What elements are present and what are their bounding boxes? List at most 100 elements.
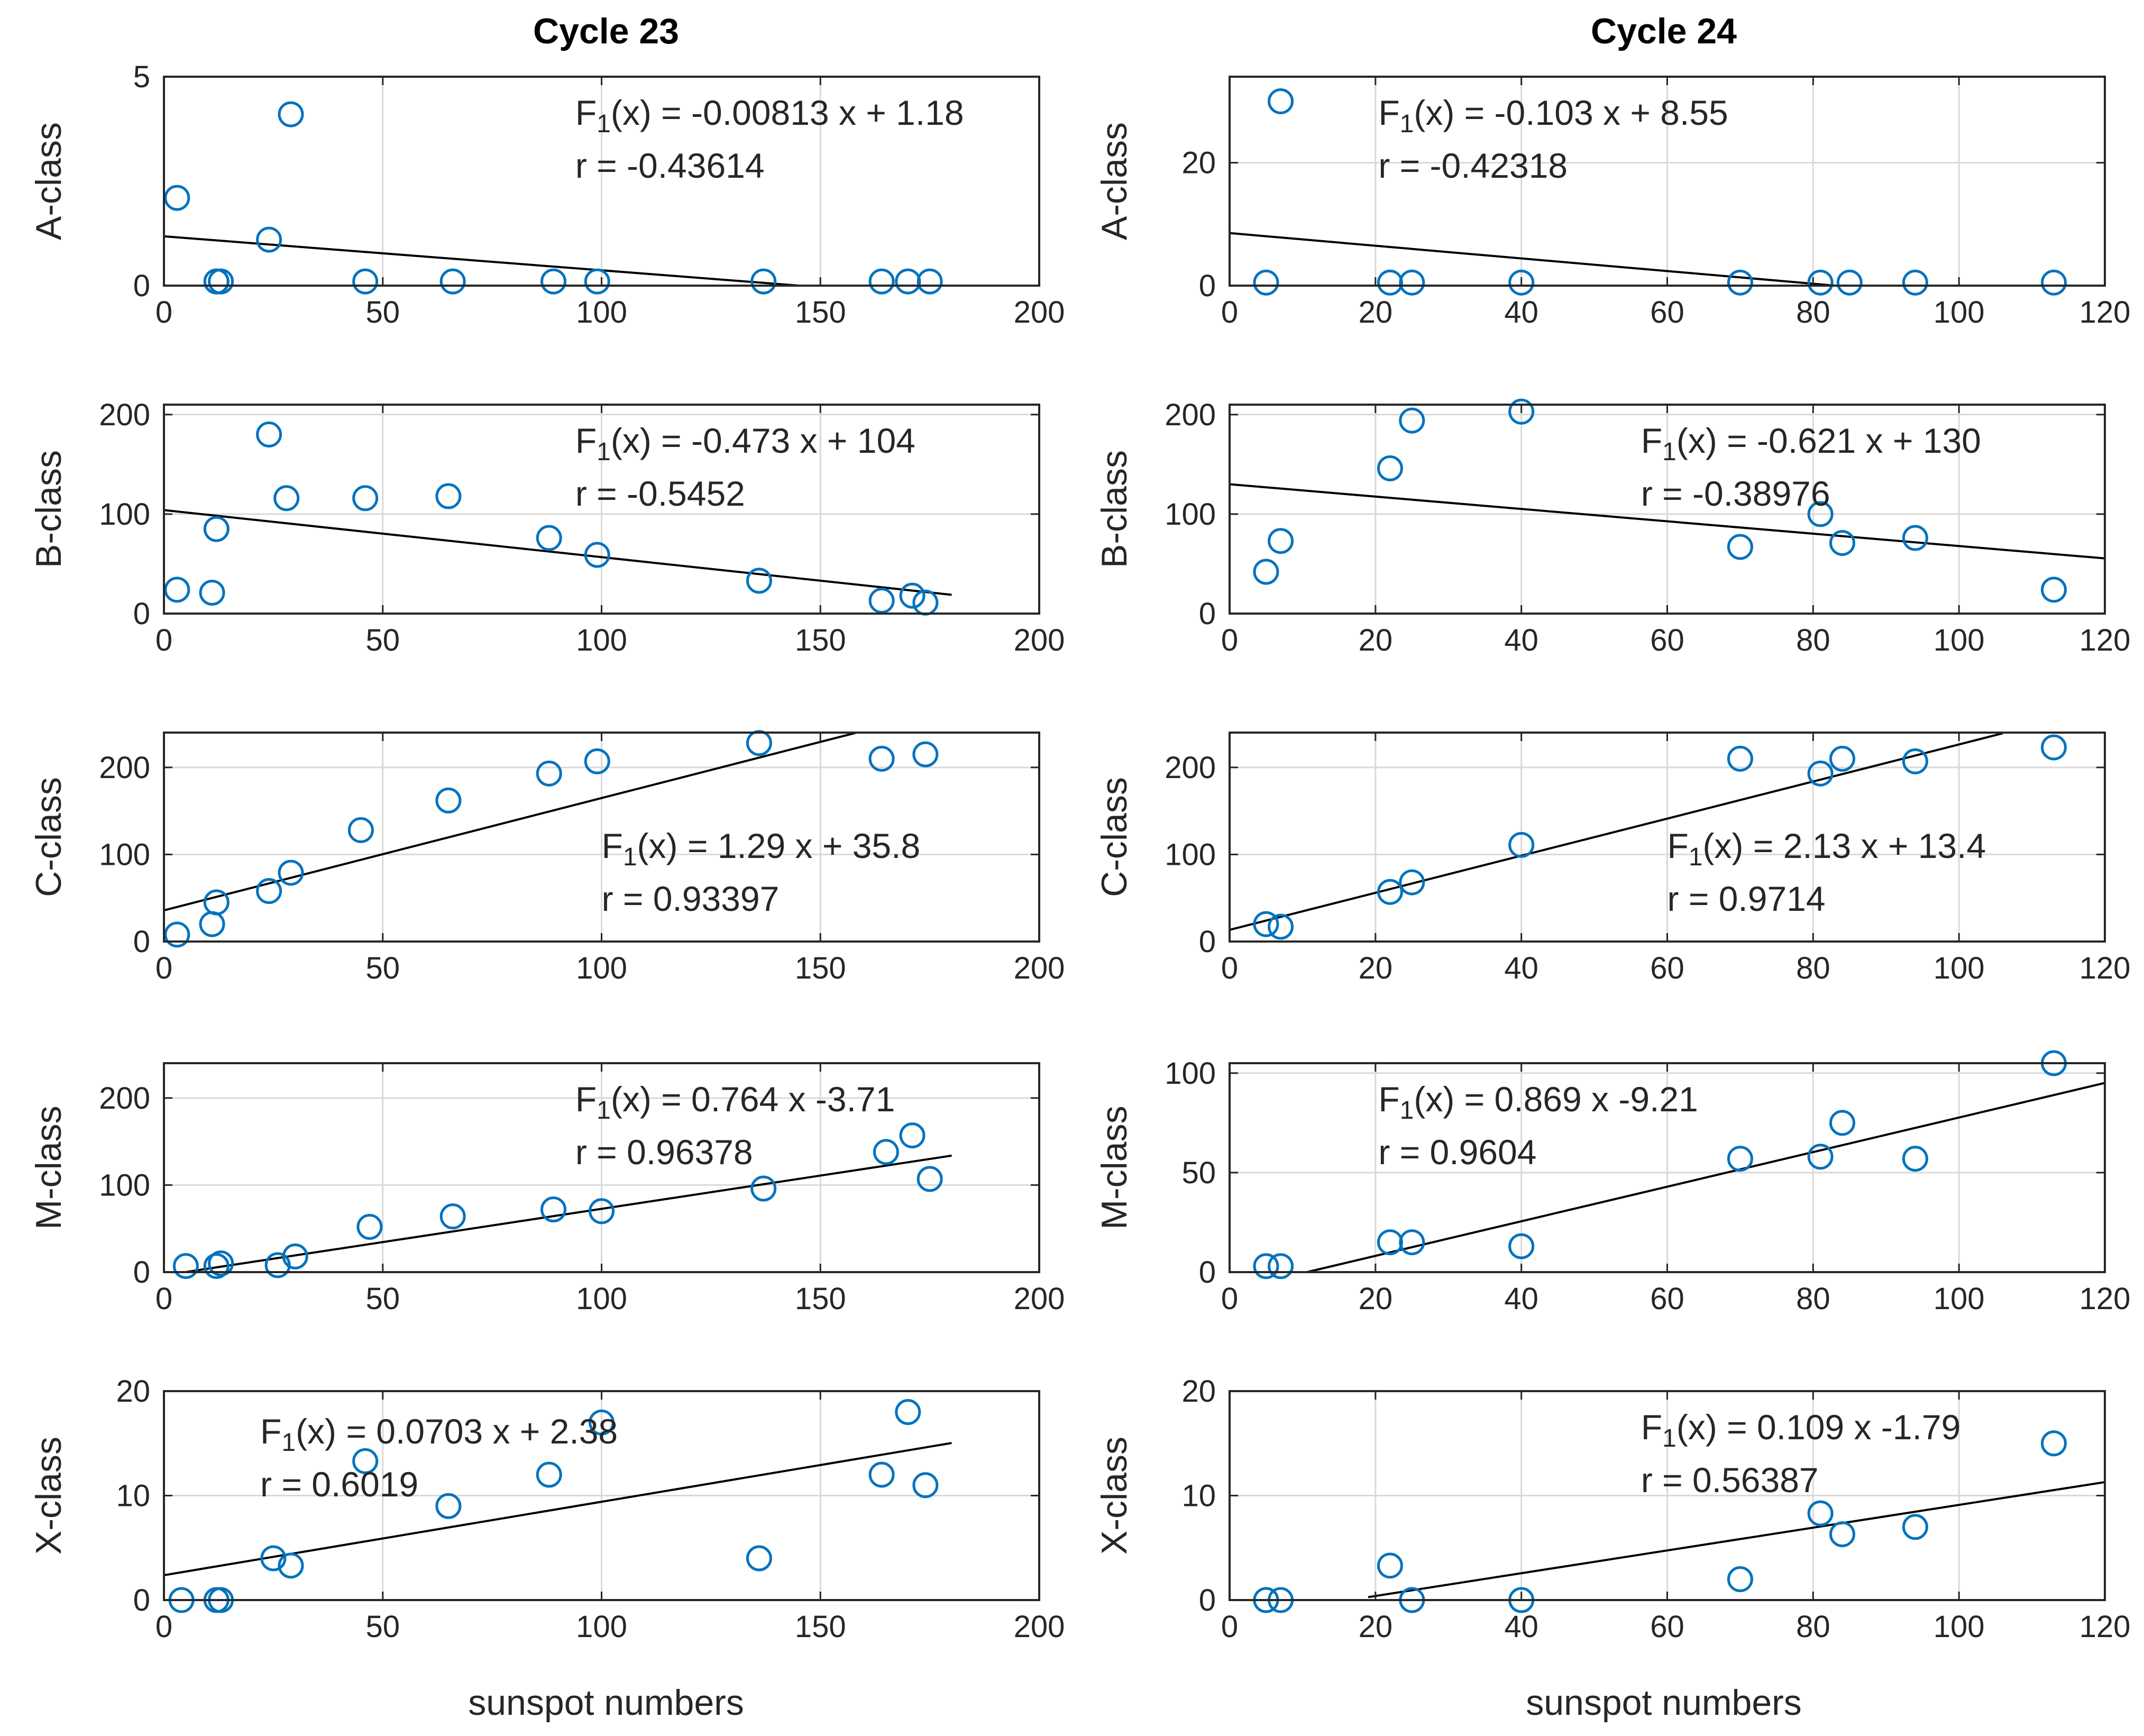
y-tick-label: 200 — [1165, 751, 1216, 785]
x-tick-label: 120 — [2079, 295, 2131, 330]
data-point — [584, 268, 610, 295]
correlation-label: r = 0.93397 — [602, 879, 780, 918]
x-tick-label: 100 — [1934, 1282, 1985, 1316]
x-tick-label: 80 — [1796, 295, 1830, 330]
x-tick-label: 20 — [1359, 1282, 1393, 1316]
data-point — [589, 1409, 615, 1436]
data-point — [899, 1122, 926, 1149]
data-point — [203, 1253, 230, 1279]
data-point — [278, 860, 304, 886]
y-axis-label: M-class — [1094, 1105, 1134, 1229]
data-point — [435, 483, 462, 509]
data-point — [1399, 869, 1425, 896]
data-point — [256, 226, 282, 253]
data-point — [1377, 269, 1403, 296]
x-tick-label: 100 — [576, 295, 627, 330]
data-point — [868, 745, 895, 772]
x-tick-label: 80 — [1796, 1610, 1830, 1644]
data-point — [868, 268, 895, 295]
x-tick-label: 0 — [155, 295, 172, 330]
data-point — [1727, 745, 1753, 772]
data-point — [282, 1243, 308, 1269]
x-tick-label: 200 — [1014, 295, 1065, 330]
x-tick-label: 150 — [795, 1282, 846, 1316]
panel-a-class-cycle-24: F1(x) = -0.103 x + 8.55 r = -0.42318 0 20 40… — [1094, 76, 2131, 330]
data-point — [1902, 1514, 1928, 1540]
y-axis-label: A-class — [1094, 122, 1134, 240]
fit-equation-label: F1(x) = 0.764 x -3.71 — [575, 1080, 895, 1125]
data-point — [2040, 577, 2067, 603]
data-point — [868, 1461, 895, 1488]
column-title-cycle-24: Cycle 24 — [1591, 11, 1737, 51]
data-point — [584, 748, 610, 774]
data-point — [1253, 1253, 1279, 1280]
y-tick-label: 0 — [1199, 925, 1216, 959]
x-tick-label: 120 — [2079, 623, 2131, 657]
x-tick-label: 100 — [1934, 623, 1985, 657]
x-tick-label: 20 — [1359, 295, 1393, 330]
data-point — [1508, 269, 1535, 296]
data-point — [1902, 269, 1928, 296]
data-point — [746, 1545, 772, 1571]
fit-equation-label: F1(x) = -0.103 x + 8.55 — [1378, 93, 1728, 138]
data-point — [1508, 398, 1535, 425]
x-tick-label: 80 — [1796, 623, 1830, 657]
data-point — [1807, 501, 1834, 527]
y-axis-label: X-class — [1094, 1437, 1134, 1555]
data-point — [912, 741, 939, 768]
x-tick-label: 200 — [1014, 951, 1065, 985]
data-point — [203, 516, 230, 542]
fit-equation-label: F1(x) = 0.869 x -9.21 — [1378, 1080, 1698, 1125]
data-point — [352, 485, 379, 511]
x-tick-label: 80 — [1796, 951, 1830, 985]
y-tick-label: 0 — [1199, 269, 1216, 303]
data-point — [1253, 559, 1279, 585]
y-tick-label: 0 — [133, 1255, 150, 1290]
data-point — [912, 1472, 939, 1499]
x-tick-label: 120 — [2079, 951, 2131, 985]
data-point — [1399, 269, 1425, 296]
x-tick-label: 0 — [155, 1610, 172, 1644]
x-tick-label: 60 — [1650, 1610, 1684, 1644]
data-point — [203, 889, 230, 916]
data-point — [750, 268, 777, 295]
y-axis-label: C-class — [29, 777, 69, 897]
y-tick-label: 0 — [133, 1583, 150, 1618]
y-tick-label: 200 — [99, 398, 150, 432]
panel-b-class-cycle-23: F1(x) = -0.473 x + 104 r = -0.5452 0 50 100 1… — [29, 398, 1065, 657]
correlation-label: r = 0.9714 — [1667, 879, 1826, 918]
data-point — [356, 1213, 383, 1240]
data-point — [1829, 745, 1855, 772]
data-point — [1807, 269, 1834, 296]
data-point — [439, 1203, 466, 1230]
data-point — [1829, 529, 1855, 556]
data-point — [899, 582, 926, 609]
data-point — [750, 1175, 777, 1202]
panel-m-class-cycle-24: F1(x) = 0.869 x -9.21 r = 0.9604 0 20 40 60 80… — [1094, 1050, 2130, 1316]
data-point — [439, 268, 466, 295]
fit-line — [186, 1154, 952, 1272]
data-point — [746, 568, 772, 594]
data-point — [540, 268, 566, 295]
y-tick-label: 20 — [116, 1374, 150, 1409]
x-tick-label: 100 — [1934, 951, 1985, 985]
fit-line — [1230, 232, 1835, 286]
data-point — [1268, 1253, 1294, 1280]
data-point — [164, 185, 190, 211]
y-tick-label: 0 — [133, 269, 150, 303]
data-point — [1253, 269, 1279, 296]
data-point — [352, 268, 379, 295]
x-tick-label: 200 — [1014, 623, 1065, 657]
x-axis-title-right: sunspot numbers — [1526, 1683, 1802, 1723]
panel-c-class-cycle-23: F1(x) = 1.29 x + 35.8 r = 0.93397 0 50 100 15… — [29, 730, 1065, 985]
fit-equation-label: F1(x) = 0.0703 x + 2.38 — [260, 1412, 618, 1457]
panel-b-class-cycle-24: F1(x) = -0.621 x + 130 r = -0.38976 0 20 40 6… — [1094, 398, 2130, 657]
x-tick-label: 40 — [1504, 951, 1538, 985]
data-point — [917, 268, 943, 295]
x-tick-label: 50 — [365, 1282, 400, 1316]
correlation-label: r = 0.56387 — [1641, 1460, 1819, 1500]
data-point — [746, 730, 772, 756]
